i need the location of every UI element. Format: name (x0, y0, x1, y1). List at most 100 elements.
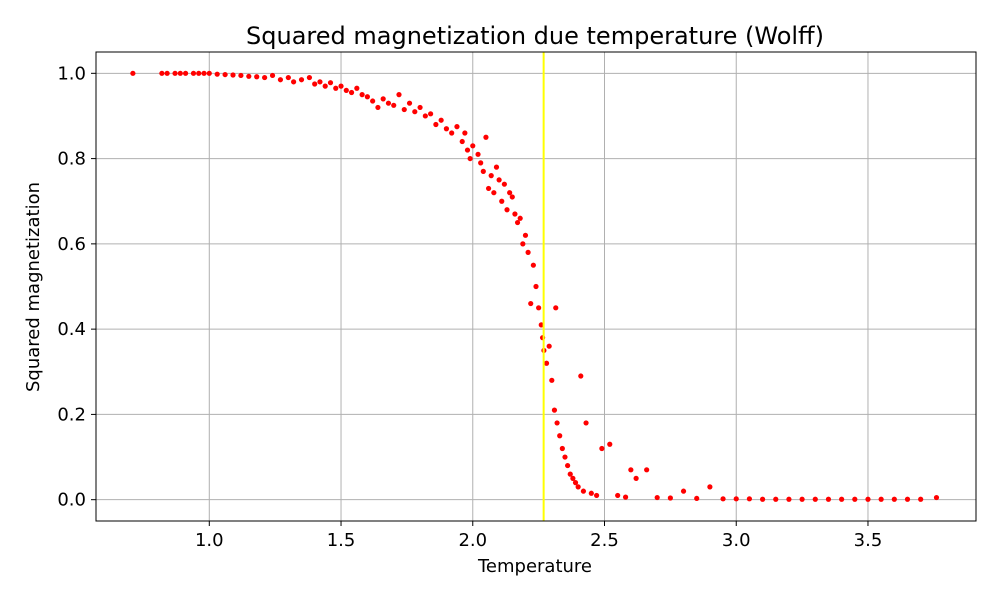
x-axis-ticks: 1.0 1.5 2.0 2.5 3.0 3.5 (195, 521, 882, 551)
data-point (246, 73, 252, 79)
data-point (470, 143, 476, 149)
data-point (580, 488, 587, 494)
data-point (159, 70, 165, 76)
data-point (443, 126, 450, 132)
x-tick-label: 1.0 (195, 530, 224, 551)
data-point (514, 219, 521, 226)
data-point (391, 102, 397, 108)
data-point (559, 445, 565, 452)
data-point (277, 77, 284, 83)
data-point (467, 155, 473, 162)
data-point (298, 77, 305, 83)
data-point (549, 377, 555, 383)
data-point (572, 480, 579, 486)
data-point (551, 407, 558, 413)
data-point (359, 92, 365, 98)
x-tick-label: 3.0 (722, 530, 751, 551)
data-point (562, 454, 568, 460)
data-point (865, 496, 871, 502)
data-point (483, 134, 489, 140)
data-point (364, 94, 370, 100)
data-point (528, 300, 534, 307)
data-point (196, 70, 202, 76)
data-point (593, 492, 600, 499)
data-point (422, 113, 428, 119)
data-point (454, 124, 460, 130)
data-point (190, 70, 197, 76)
data-point (583, 420, 589, 426)
data-point (812, 496, 818, 502)
data-point (525, 249, 531, 255)
data-point (396, 92, 402, 98)
data-point (644, 467, 650, 473)
data-point (348, 89, 355, 96)
data-point (543, 360, 550, 366)
data-point (380, 96, 386, 102)
data-point (496, 177, 502, 183)
data-point (536, 305, 542, 311)
data-point (238, 72, 244, 79)
y-tick-label: 0.6 (57, 234, 86, 255)
x-axis-label: Temperature (477, 556, 592, 577)
data-point (291, 79, 297, 85)
data-point (485, 185, 492, 192)
data-point (428, 111, 434, 117)
chart-title: Squared magnetization due temperature (W… (246, 22, 824, 50)
data-point (667, 495, 673, 501)
data-point (746, 496, 753, 502)
data-point (852, 496, 858, 502)
y-tick-label: 1.0 (57, 63, 86, 84)
data-point (878, 496, 884, 502)
grid (96, 52, 976, 521)
data-point (891, 496, 897, 502)
data-point (493, 164, 500, 170)
data-point (338, 83, 344, 89)
data-point (904, 496, 911, 502)
data-point (546, 343, 552, 349)
data-point (478, 160, 484, 166)
data-point (533, 283, 539, 290)
data-point (449, 130, 455, 136)
data-point (825, 496, 832, 502)
data-point (680, 488, 687, 494)
data-point (317, 79, 323, 85)
data-point (464, 147, 471, 153)
data-point (512, 211, 518, 217)
data-point (401, 106, 407, 113)
plot-frame (95, 51, 977, 522)
data-point (269, 72, 276, 79)
data-point (438, 117, 444, 123)
data-point (491, 190, 497, 196)
data-point (306, 74, 313, 81)
y-tick-label: 0.4 (57, 319, 86, 340)
data-point (475, 151, 481, 157)
data-point (933, 494, 940, 501)
data-point (488, 173, 494, 179)
data-point (575, 484, 581, 490)
data-points (130, 70, 940, 502)
data-point (262, 74, 268, 81)
data-point (230, 72, 236, 78)
data-point (333, 85, 339, 91)
data-point (177, 70, 183, 76)
y-axis-label: Squared magnetization (23, 182, 44, 392)
data-point (628, 467, 634, 473)
data-point (707, 484, 713, 490)
data-point (799, 496, 805, 502)
data-point (557, 433, 563, 439)
data-point (201, 70, 207, 76)
data-point (607, 441, 613, 447)
data-point (733, 496, 739, 502)
y-tick-label: 0.8 (57, 149, 86, 170)
data-point (172, 70, 178, 76)
x-tick-label: 3.5 (854, 530, 883, 551)
data-point (615, 492, 621, 499)
data-point (499, 198, 505, 204)
data-point (417, 104, 423, 111)
data-point (385, 100, 392, 106)
data-point (599, 445, 605, 452)
data-point (517, 215, 523, 221)
data-point (327, 80, 334, 86)
x-tick-label: 2.0 (458, 530, 487, 551)
